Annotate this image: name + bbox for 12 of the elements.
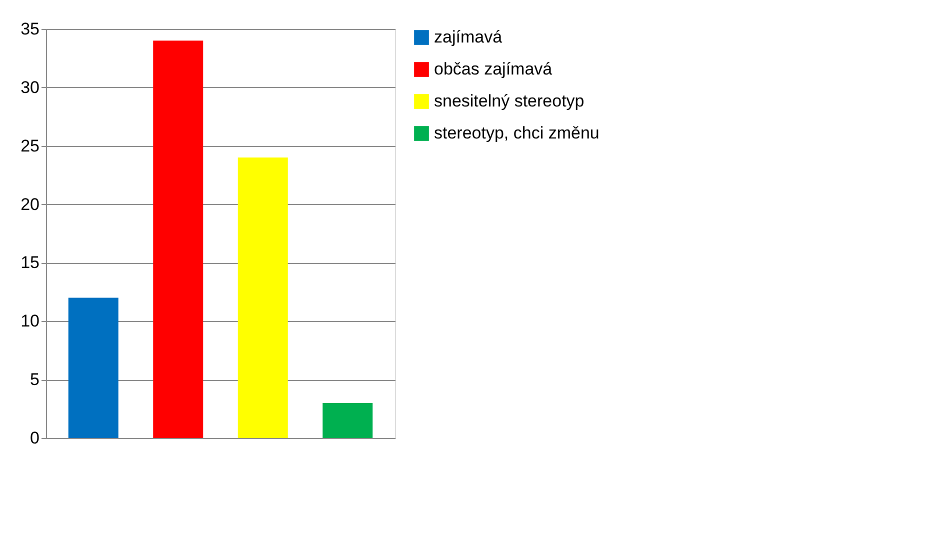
y-tick-label: 20 (20, 194, 40, 214)
legend-label: zajímavá (434, 28, 503, 46)
y-tick-label: 30 (20, 78, 40, 97)
legend-label: občas zajímavá (434, 60, 553, 78)
y-tick-label: 0 (30, 428, 40, 448)
y-tick-label: 5 (30, 370, 40, 390)
y-tick-label: 15 (20, 253, 40, 272)
legend-label: stereotyp, chci změnu (434, 124, 600, 142)
y-tick-label: 10 (20, 312, 40, 331)
legend-label: snesitelný stereotyp (434, 92, 584, 110)
y-tick-label: 35 (20, 20, 40, 38)
y-tick-label: 25 (20, 136, 40, 156)
